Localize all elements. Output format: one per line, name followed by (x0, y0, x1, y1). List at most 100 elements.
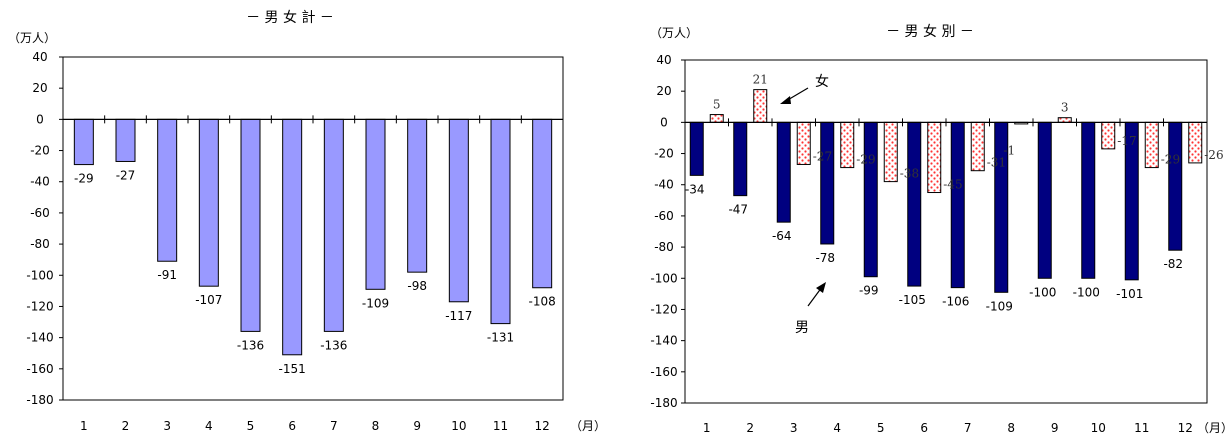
chart1-x-tick-label: 9 (413, 419, 421, 433)
chart1-y-tick-label: -20 (30, 144, 50, 158)
chart2-y-tick-label: -20 (654, 147, 674, 161)
data-label-total-m9: -98 (407, 279, 427, 293)
data-label-male-m11: -101 (1116, 287, 1143, 301)
chart1-x-tick-label: 4 (205, 419, 213, 433)
data-label-male-m12: -82 (1163, 257, 1183, 271)
series-label-female: 女 (815, 73, 829, 90)
chart1-y-tick-label: -120 (26, 299, 53, 313)
data-label-female-m11: -29 (1161, 153, 1180, 167)
bar-male-m9 (1037, 121, 1052, 279)
data-label-female-m6: -45 (943, 178, 962, 192)
bar-female-m9 (1057, 117, 1072, 123)
data-label-total-m2: -27 (116, 168, 136, 182)
chart2-x-tick-label: 8 (1007, 421, 1015, 435)
data-label-male-m6: -105 (899, 293, 926, 307)
data-label-female-m10: -17 (1117, 134, 1136, 148)
chart2-title: － 男 女 別 － (886, 23, 974, 40)
chart1-x-unit-label: （月） (570, 419, 606, 433)
data-label-male-m9: -100 (1029, 285, 1056, 299)
bar-female-m1 (709, 114, 724, 123)
chart2-x-tick-label: 11 (1134, 421, 1149, 435)
bar-total-m7 (323, 118, 344, 332)
chart2-y-tick-label: 0 (660, 115, 668, 129)
data-label-total-m4: -107 (195, 293, 222, 307)
chart2-y-unit-label: （万人） (650, 26, 698, 40)
data-label-total-m3: -91 (157, 268, 177, 282)
data-label-female-m1: 5 (713, 98, 721, 112)
chart2-x-tick-label: 9 (1051, 421, 1059, 435)
bar-total-m9 (407, 118, 428, 273)
bar-female-m6 (927, 121, 942, 194)
bar-total-m3 (157, 118, 178, 262)
bar-total-m10 (448, 118, 469, 303)
bar-female-m11 (1144, 121, 1159, 169)
data-label-total-m10: -117 (445, 309, 472, 323)
data-label-female-m9: 3 (1061, 101, 1069, 115)
chart2-x-tick-label: 12 (1178, 421, 1193, 435)
chart2-y-tick-label: -80 (654, 240, 674, 254)
callout-arrow-male (816, 282, 826, 293)
chart1-x-tick-label: 10 (451, 419, 466, 433)
chart1-y-tick-label: -40 (30, 175, 50, 189)
chart1-x-tick-label: 11 (493, 419, 508, 433)
chart1-y-tick-label: -100 (26, 268, 53, 282)
bar-male-m12 (1168, 121, 1183, 251)
chart2-y-tick-label: -160 (650, 365, 677, 379)
data-label-female-m4: -29 (856, 153, 875, 167)
chart2-x-tick-label: 10 (1091, 421, 1106, 435)
bar-male-m5 (863, 121, 878, 278)
data-label-male-m5: -99 (859, 284, 879, 298)
data-label-total-m12: -108 (529, 295, 556, 309)
bar-total-m5 (240, 118, 261, 332)
data-label-male-m1: -34 (685, 182, 705, 196)
chart1-title: － 男 女 計 － (246, 9, 334, 26)
chart2-x-unit-label: （月） (1197, 421, 1231, 435)
chart2-x-tick-label: 1 (703, 421, 711, 435)
chart1-x-tick-label: 5 (247, 419, 255, 433)
bar-total-m12 (532, 118, 553, 289)
chart2-plot-area (684, 59, 1208, 404)
bar-female-m12 (1188, 121, 1203, 164)
chart2-y-tick-label: -180 (650, 396, 677, 410)
chart2-x-tick-label: 3 (790, 421, 798, 435)
data-label-male-m7: -106 (942, 295, 969, 309)
chart2-x-tick-label: 4 (833, 421, 841, 435)
chart1-x-tick-label: 2 (122, 419, 130, 433)
callout-arrow-female (780, 96, 791, 104)
data-label-male-m2: -47 (728, 203, 748, 217)
bar-female-m5 (883, 121, 898, 183)
bar-male-m4 (820, 121, 835, 245)
data-label-female-m2: 21 (753, 73, 768, 87)
data-label-total-m8: -109 (362, 296, 389, 310)
bar-total-m4 (198, 118, 219, 287)
data-label-female-m8: -1 (1003, 143, 1015, 157)
chart1-x-tick-label: 8 (372, 419, 380, 433)
data-label-total-m6: -151 (279, 362, 306, 376)
bar-total-m1 (73, 118, 94, 166)
data-label-male-m3: -64 (772, 229, 792, 243)
chart2-y-tick-label: 40 (656, 53, 671, 67)
chart1-y-tick-label: 0 (36, 112, 44, 126)
bar-total-m11 (490, 118, 511, 325)
data-label-total-m1: -29 (74, 172, 94, 186)
bar-female-m7 (970, 121, 985, 172)
data-label-total-m11: -131 (487, 331, 514, 345)
chart1-y-tick-label: -60 (30, 206, 50, 220)
chart1-x-tick-label: 12 (535, 419, 550, 433)
data-label-female-m5: -38 (900, 167, 919, 181)
chart1-plot-area (62, 56, 564, 401)
bar-male-m7 (950, 121, 965, 289)
bar-total-m6 (282, 118, 303, 356)
chart2-x-tick-label: 7 (964, 421, 972, 435)
chart2-x-tick-label: 5 (877, 421, 885, 435)
chart2-x-tick-label: 6 (920, 421, 928, 435)
bar-male-m3 (776, 121, 791, 223)
chart1-y-tick-label: -80 (30, 237, 50, 251)
bar-male-m2 (733, 121, 748, 197)
data-label-male-m4: -78 (815, 251, 835, 265)
bar-female-m2 (753, 89, 768, 123)
bar-male-m10 (1081, 121, 1096, 279)
chart2-y-tick-label: -40 (654, 178, 674, 192)
